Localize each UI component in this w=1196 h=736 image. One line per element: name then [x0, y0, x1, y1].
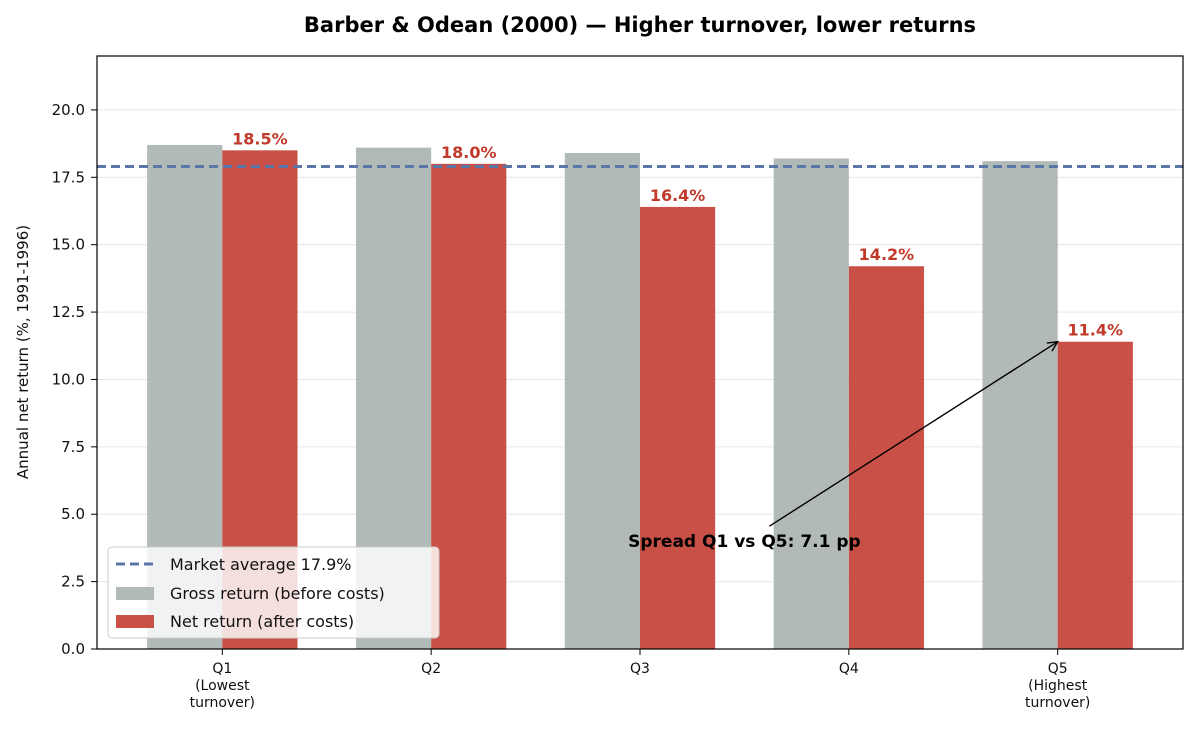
x-axis-ticks: Q1 (Lowest turnover) Q2 Q3 Q4 Q5 (Highest turnov…	[190, 649, 1090, 711]
legend-label-market-average: Market average 17.9%	[170, 555, 352, 574]
net-return-bar	[848, 266, 925, 649]
y-axis-ticks: 0.0 2.5 5.0 7.5 10.0 12.5 15.0 17.5 20.0	[52, 101, 97, 658]
legend-swatch-gross-return	[116, 587, 154, 600]
chart-title: Barber & Odean (2000) — Higher turnover,…	[304, 13, 976, 37]
gross-return-bar	[564, 153, 640, 649]
annotation-arrowhead	[1046, 340, 1060, 352]
net-return-data-label: 18.5%	[232, 129, 288, 148]
legend-label-gross-return: Gross return (before costs)	[170, 584, 385, 603]
legend: Market average 17.9% Gross return (befor…	[107, 546, 440, 639]
annotation-arrow	[769, 341, 1059, 527]
y-axis-label: Annual net return (%, 1991-1996)	[14, 225, 32, 479]
x-tick-label: Q5 (Highest turnover)	[1025, 661, 1090, 711]
y-tick-label: 7.5	[61, 438, 85, 456]
y-tick-label: 2.5	[61, 573, 85, 591]
legend-frame	[107, 546, 440, 639]
net-return-data-label: 14.2%	[859, 245, 915, 264]
annotation-group: Spread Q1 vs Q5: 7.1 pp	[628, 340, 1060, 552]
y-tick-label: 0.0	[61, 640, 85, 658]
legend-label-net-return: Net return (after costs)	[170, 612, 354, 631]
net-return-data-label: 18.0%	[441, 143, 497, 162]
legend-swatch-net-return	[116, 615, 154, 628]
gross-return-bar	[982, 161, 1058, 649]
x-tick-label: Q2	[421, 661, 441, 677]
x-tick-label: Q1 (Lowest turnover)	[190, 661, 255, 711]
gross-return-bar	[773, 158, 849, 649]
net-return-bar	[431, 163, 507, 649]
y-tick-label: 15.0	[52, 236, 85, 254]
net-return-bar	[640, 206, 716, 650]
net-return-bar	[1057, 341, 1133, 649]
y-tick-label: 12.5	[52, 303, 85, 321]
x-tick-label: Q4	[839, 661, 859, 677]
x-tick-label: Q3	[630, 661, 650, 677]
y-tick-label: 10.0	[52, 370, 85, 388]
annotation-text: Spread Q1 vs Q5: 7.1 pp	[628, 532, 861, 552]
y-tick-label: 5.0	[61, 505, 85, 523]
net-return-data-label: 11.4%	[1068, 321, 1124, 340]
data-labels: 18.5% 18.0% 16.4% 14.2% 11.4%	[232, 129, 1123, 339]
net-return-data-label: 16.4%	[650, 186, 706, 205]
y-tick-label: 20.0	[52, 101, 85, 119]
y-tick-label: 17.5	[52, 168, 85, 186]
